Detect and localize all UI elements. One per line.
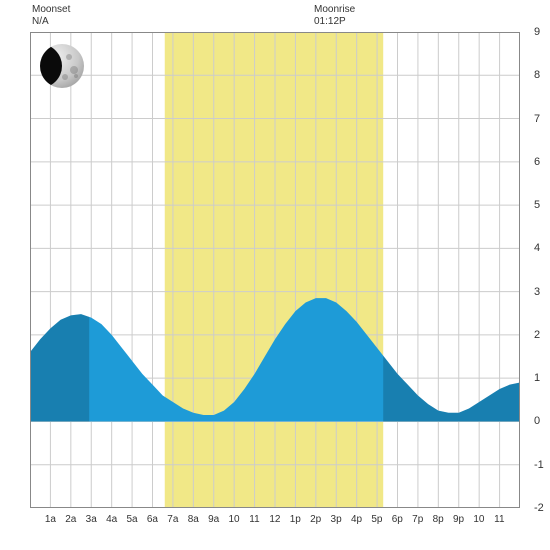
x-tick: 4a	[101, 514, 121, 525]
x-tick: 10	[469, 514, 489, 525]
x-tick: 11	[489, 514, 509, 525]
moon-crater	[74, 74, 78, 78]
y-tick: 6	[534, 156, 540, 168]
x-tick: 5p	[367, 514, 387, 525]
y-tick: 0	[534, 415, 540, 427]
y-tick: 2	[534, 329, 540, 341]
y-tick: 9	[534, 26, 540, 38]
x-tick: 1a	[40, 514, 60, 525]
x-tick: 8p	[428, 514, 448, 525]
x-tick: 8a	[183, 514, 203, 525]
y-tick: 5	[534, 199, 540, 211]
x-tick: 2p	[305, 514, 325, 525]
y-tick: 8	[534, 69, 540, 81]
x-axis: 1a2a3a4a5a6a7a8a9a1011121p2p3p4p5p6p7p8p…	[30, 514, 520, 525]
x-tick: 12	[265, 514, 285, 525]
x-tick: 3p	[326, 514, 346, 525]
x-tick: 9p	[448, 514, 468, 525]
x-tick: 6p	[387, 514, 407, 525]
moonrise-value: 01:12P	[314, 16, 355, 28]
moonrise-label: Moonrise	[314, 4, 355, 16]
x-tick: 7p	[408, 514, 428, 525]
moonrise-label-block: Moonrise 01:12P	[314, 4, 355, 28]
x-tick: 5a	[122, 514, 142, 525]
x-tick: 3a	[81, 514, 101, 525]
tide-chart: Moonset N/A Moonrise 01:12P 1a2a3a4a5a6a…	[0, 0, 550, 550]
y-tick: 3	[534, 286, 540, 298]
x-tick: 7a	[163, 514, 183, 525]
plot-area	[30, 32, 520, 508]
moon-phase-icon	[40, 44, 84, 88]
moonset-label-block: Moonset N/A	[32, 4, 70, 28]
moonset-label: Moonset	[32, 4, 70, 16]
y-tick: 1	[534, 372, 540, 384]
daylight-band	[165, 32, 383, 508]
x-tick: 2a	[61, 514, 81, 525]
x-tick: 6a	[142, 514, 162, 525]
x-tick: 1p	[285, 514, 305, 525]
moon-crater	[62, 74, 68, 80]
y-tick: -2	[534, 502, 544, 514]
x-tick: 11	[244, 514, 264, 525]
moonset-value: N/A	[32, 16, 70, 28]
x-tick: 4p	[346, 514, 366, 525]
moon-crater	[66, 54, 72, 60]
y-tick: 4	[534, 242, 540, 254]
moon-crater	[70, 66, 78, 74]
x-tick: 9a	[203, 514, 223, 525]
x-tick: 10	[224, 514, 244, 525]
y-tick: -1	[534, 459, 544, 471]
y-tick: 7	[534, 113, 540, 125]
y-axis: -2-10123456789	[532, 32, 550, 508]
